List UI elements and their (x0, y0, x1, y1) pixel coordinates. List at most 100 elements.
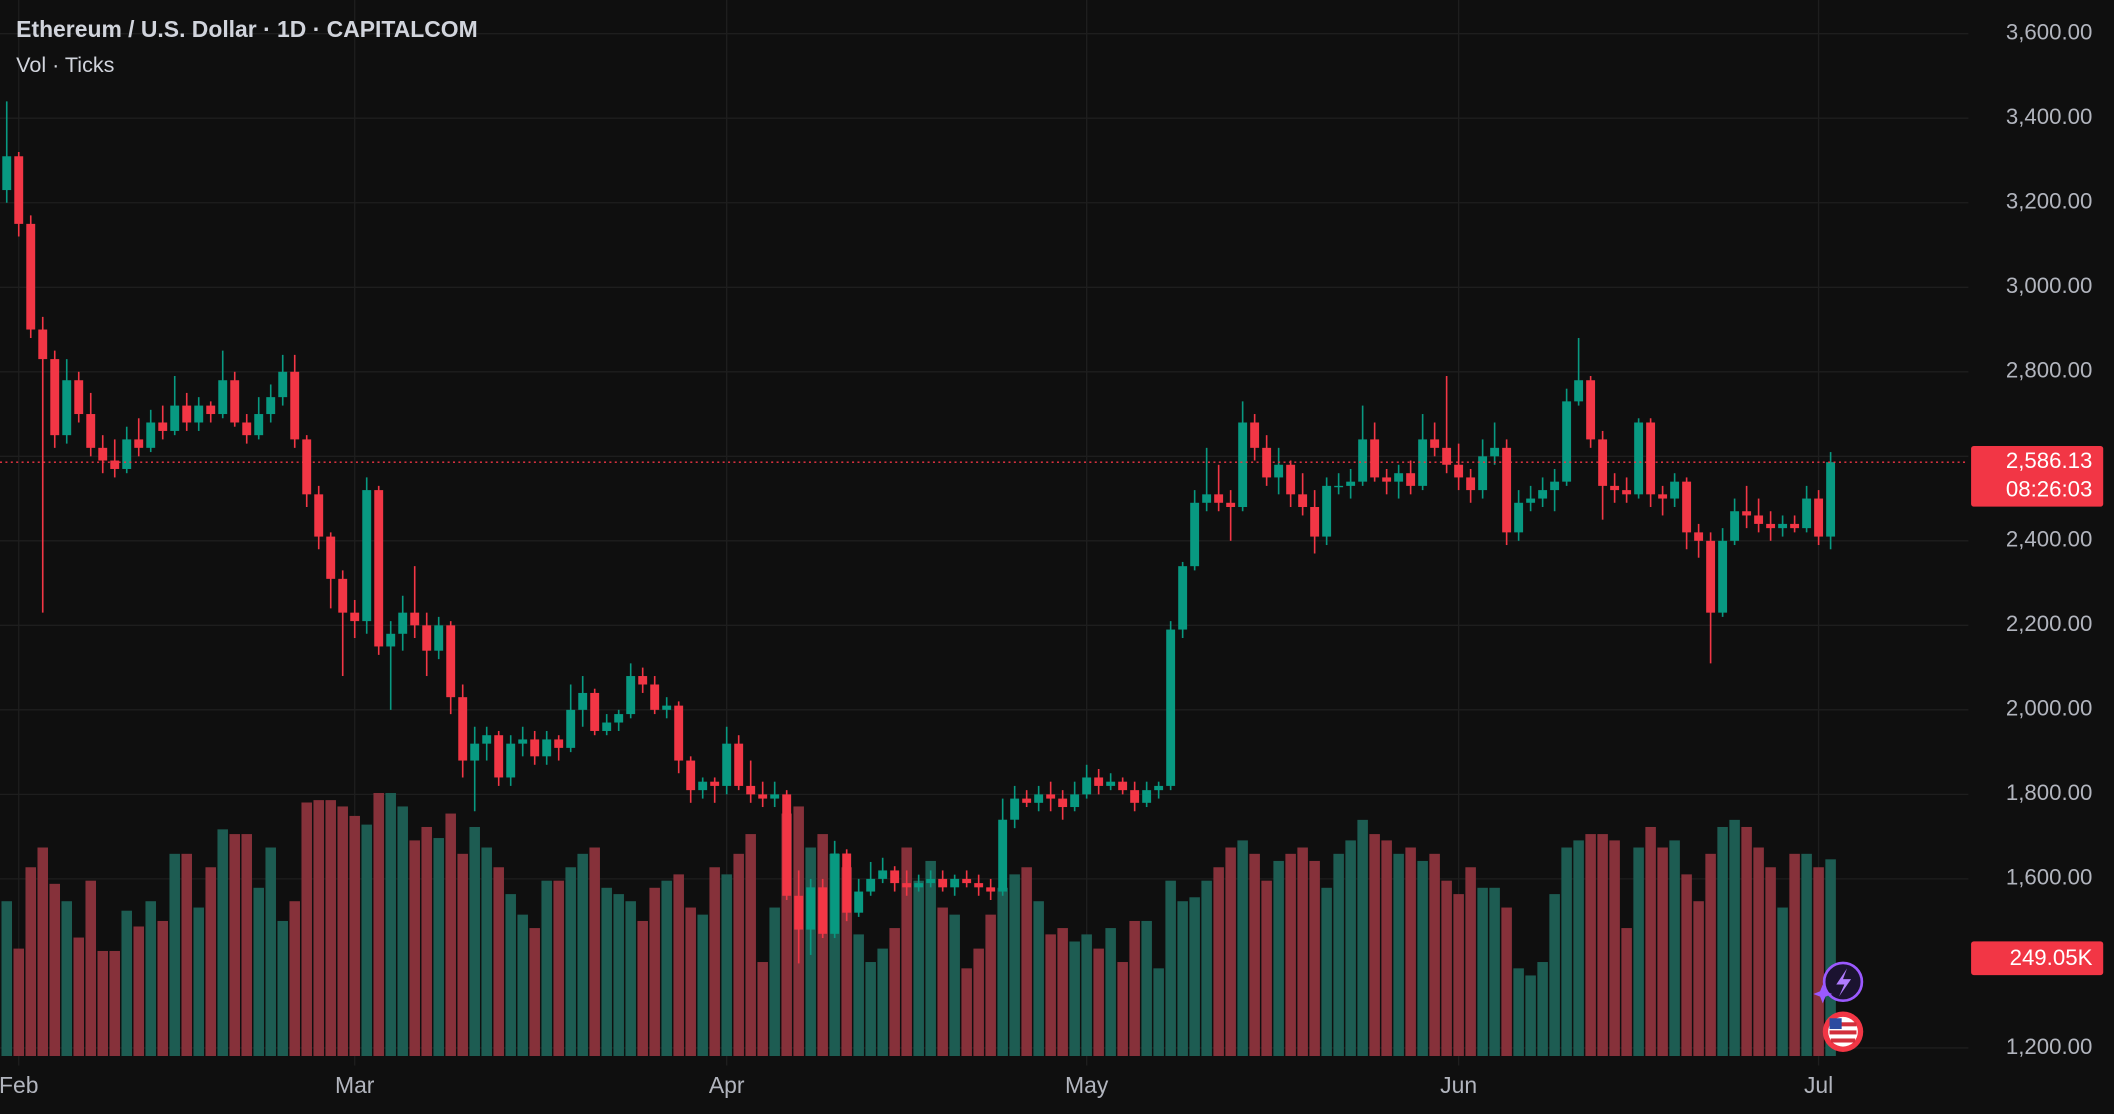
candle-body (1214, 494, 1224, 503)
volume-bar (1801, 853, 1812, 1057)
volume-bar (973, 948, 984, 1057)
candle-body (506, 743, 516, 778)
country-icon[interactable] (1822, 1011, 1864, 1052)
candle-body (1274, 464, 1284, 478)
candle-body (1130, 790, 1140, 803)
candle-body (566, 709, 576, 748)
volume-bar (517, 914, 528, 1057)
candle-body (662, 705, 672, 710)
candle-body (1370, 439, 1380, 478)
volume-bar (841, 867, 852, 1057)
candle-body (1526, 498, 1536, 503)
y-tick-label: 3,600.00 (2006, 20, 2093, 45)
volume-bar (49, 883, 60, 1057)
volume-bar (1369, 834, 1380, 1057)
candle-body (1334, 485, 1344, 488)
y-tick-label: 1,600.00 (2006, 865, 2093, 890)
volume-bar (1585, 834, 1596, 1057)
candle-body (1658, 494, 1668, 499)
volume-bar (661, 880, 672, 1057)
volume-bar (853, 934, 864, 1057)
volume-bar (1405, 847, 1416, 1057)
volume-bar (481, 847, 492, 1057)
candle-body (1718, 540, 1728, 613)
volume-bar (1657, 847, 1668, 1057)
candle-body (1310, 507, 1320, 537)
candle-body (1670, 481, 1680, 499)
volume-bar (949, 914, 960, 1057)
candle-body (362, 490, 372, 622)
candle-body (1298, 494, 1308, 508)
volume-bar (493, 867, 504, 1057)
candle-body (746, 785, 756, 795)
candle-body (1418, 439, 1428, 486)
y-tick-label: 3,200.00 (2006, 189, 2093, 214)
volume-bar (1321, 887, 1332, 1057)
candle-body (338, 578, 348, 613)
volume-bar (1705, 853, 1716, 1057)
volume-bar (1357, 819, 1368, 1057)
volume-label: 249.05K (2010, 945, 2093, 970)
candle-body (1826, 462, 1836, 537)
volume-bar (1789, 853, 1800, 1057)
volume-bar (1057, 928, 1068, 1057)
candle-body (1490, 447, 1500, 457)
candle-body (1574, 380, 1584, 402)
candle-body (398, 612, 408, 634)
volume-bar (37, 847, 48, 1057)
candle-body (998, 819, 1008, 892)
candle-body (890, 870, 900, 884)
assistant-icon[interactable] (1813, 961, 1864, 1004)
candle-body (1046, 794, 1056, 799)
volume-bar (1813, 867, 1824, 1057)
volume-bar (253, 887, 264, 1057)
candle-body (1442, 447, 1452, 465)
volume-bar (1141, 920, 1152, 1057)
volume-bar (1573, 840, 1584, 1057)
volume-bar (1153, 968, 1164, 1057)
candle-body (1790, 523, 1800, 529)
volume-bar (1105, 928, 1116, 1057)
volume-bar (1201, 880, 1212, 1057)
volume-bar (1249, 853, 1260, 1057)
volume-bar (1597, 834, 1608, 1057)
candle-body (158, 422, 168, 431)
volume-bar (217, 829, 228, 1057)
volume-bar (1117, 962, 1128, 1057)
volume-bar (697, 914, 708, 1057)
candle-body (1538, 490, 1548, 499)
candle-body (14, 156, 24, 224)
candle-body (326, 536, 336, 579)
volume-bar (181, 853, 192, 1057)
volume-bar (1093, 948, 1104, 1057)
icon-stripe (1829, 1030, 1857, 1035)
volume-bar (109, 950, 120, 1057)
volume-bar (1681, 874, 1692, 1057)
candle-body (938, 878, 948, 888)
candle-body (374, 490, 384, 647)
volume-bar (457, 853, 468, 1057)
volume-bar (73, 937, 84, 1057)
volume-bar (85, 880, 96, 1057)
volume-bar (1081, 934, 1092, 1057)
volume-bar (1297, 847, 1308, 1057)
candle-body (974, 883, 984, 888)
candle-body (650, 684, 660, 710)
candle-body (758, 794, 768, 799)
icon-canton (1829, 1018, 1842, 1030)
volume-bar (565, 867, 576, 1057)
candle-body (626, 676, 636, 715)
candle-body (578, 692, 588, 710)
x-tick-label: May (1065, 1072, 1109, 1098)
y-tick-label: 3,400.00 (2006, 104, 2093, 129)
volume-bar (1225, 847, 1236, 1057)
volume-bar (1645, 826, 1656, 1057)
candle-body (1430, 439, 1440, 448)
candle-body (1094, 777, 1104, 786)
volume-bar (145, 901, 156, 1057)
x-tick-label: Jul (1804, 1072, 1833, 1098)
volume-bar (337, 806, 348, 1057)
chart-title: Ethereum / U.S. Dollar · 1D · CAPITALCOM (16, 16, 477, 42)
volume-bar (673, 874, 684, 1057)
candle-body (1154, 785, 1164, 791)
